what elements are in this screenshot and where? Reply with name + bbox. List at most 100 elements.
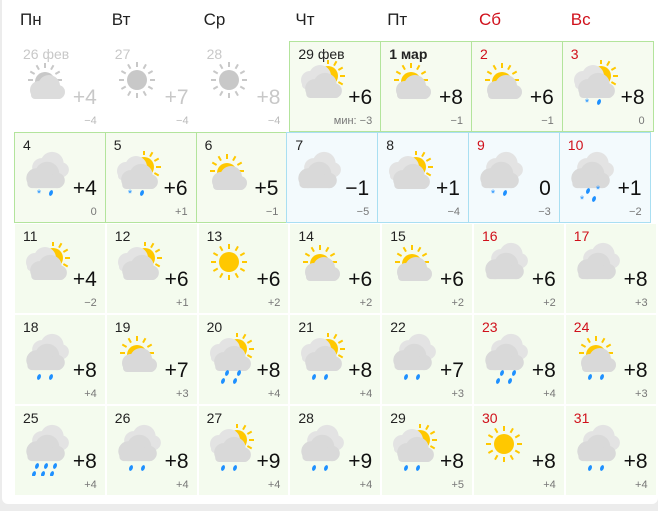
day-cell[interactable]: 2 +6 −1 — [470, 41, 563, 132]
night-temperature: +4 — [543, 479, 556, 491]
day-date: 4 — [23, 137, 31, 153]
day-date: 28 — [206, 46, 223, 62]
day-temperature: +4 — [72, 86, 97, 109]
day-cell[interactable]: 1 мар +8 −1 — [380, 41, 472, 132]
day-cell[interactable]: 22 +7 +3 — [381, 314, 473, 405]
day-cell[interactable]: 10 * * +1 −2 — [558, 132, 651, 223]
overcast-rain-weather-icon — [386, 333, 442, 385]
day-cell[interactable]: 17 +8 +3 — [564, 223, 657, 314]
day-cell[interactable]: 31 +8 +4 — [564, 405, 657, 496]
day-date: 27 — [114, 46, 131, 62]
day-temperature: +7 — [440, 359, 464, 382]
day-cell[interactable]: 29 +8 +5 — [381, 405, 473, 496]
sun-none-weather-icon — [111, 60, 167, 112]
day-date: 31 — [573, 410, 590, 426]
night-temperature: +2 — [451, 297, 464, 309]
day-temperature: +1 — [436, 177, 460, 200]
day-date: 29 — [390, 410, 406, 426]
day-temperature: +8 — [623, 268, 648, 291]
day-temperature: +4 — [72, 177, 97, 200]
day-temperature: +9 — [256, 450, 281, 473]
day-date: 21 — [298, 319, 314, 335]
day-cell[interactable]: 8 +1 −4 — [377, 132, 469, 223]
day-cell[interactable]: 12 +6 +1 — [105, 223, 198, 314]
svg-text:*: * — [596, 184, 601, 196]
svg-text:*: * — [585, 97, 590, 109]
day-cell[interactable]: 28 +9 +4 — [289, 405, 382, 496]
day-date: 24 — [573, 319, 590, 335]
day-temperature: +8 — [620, 86, 645, 109]
day-cell[interactable]: 6 +5 −1 — [195, 132, 288, 223]
day-cell[interactable]: 28 +8 −4 — [197, 41, 290, 132]
day-date: 29 фев — [298, 46, 345, 62]
night-temperature: +4 — [635, 479, 648, 491]
day-temperature: +6 — [529, 86, 554, 109]
day-date: 6 — [204, 137, 213, 153]
night-temperature: −1 — [541, 115, 554, 127]
night-temperature: −4 — [447, 206, 460, 218]
day-cell[interactable]: 27 +9 +4 — [197, 405, 290, 496]
day-date: 22 — [390, 319, 406, 335]
day-temperature: +1 — [617, 177, 642, 200]
day-cell[interactable]: 26 +8 +4 — [105, 405, 198, 496]
day-cell[interactable]: 27 +7 −4 — [105, 41, 198, 132]
night-temperature: +4 — [543, 388, 556, 400]
day-date: 9 — [476, 137, 485, 153]
cloudy-sun-none-weather-icon — [111, 241, 167, 294]
day-cell[interactable]: 30 +8 +4 — [472, 405, 565, 496]
day-cell[interactable]: 18 +8 +4 — [14, 314, 106, 405]
night-temperature: +3 — [635, 388, 648, 400]
day-cell[interactable]: 25 +8 +4 — [14, 405, 106, 496]
night-temperature: +4 — [176, 479, 189, 491]
calendar-grid: 26 фев +4 −4 27 +7 −4 28 +8 −4 29 фев +6 ми… — [14, 41, 657, 496]
sun-cloud-none-weather-icon — [386, 242, 442, 294]
sun-cloud-rain-weather-icon — [570, 333, 626, 385]
day-cell[interactable]: 11 +4 −2 — [14, 223, 106, 314]
day-temperature: +6 — [531, 268, 556, 291]
weekday-header: Вт — [111, 10, 131, 29]
day-date: 15 — [390, 228, 406, 244]
night-temperature: +4 — [267, 388, 281, 400]
calendar-week: 11 +4 −2 12 +6 +1 13 +6 +2 14 +6 +2 15 +6 +2… — [14, 223, 657, 314]
weekday-header: Вс — [570, 10, 591, 29]
svg-text:*: * — [37, 188, 42, 200]
day-cell[interactable]: 7 −1 −5 — [286, 132, 379, 223]
day-temperature: +9 — [348, 450, 373, 473]
day-cell[interactable]: 19 +7 +3 — [105, 314, 198, 405]
day-cell[interactable]: 13 +6 +2 — [197, 223, 290, 314]
day-cell[interactable]: 29 фев +6 мин: −3 — [289, 41, 382, 132]
day-date: 13 — [206, 228, 223, 244]
day-date: 23 — [481, 319, 498, 335]
day-date: 26 — [114, 410, 131, 426]
day-date: 5 — [113, 137, 122, 153]
night-temperature: мин: −3 — [333, 115, 373, 127]
day-cell[interactable]: 24 +8 +3 — [564, 314, 657, 405]
day-cell[interactable]: 16 +6 +2 — [472, 223, 565, 314]
svg-text:*: * — [128, 188, 133, 200]
night-temperature: −4 — [267, 115, 281, 127]
weekday-header: Чт — [295, 10, 315, 29]
day-cell[interactable]: 4 * +4 0 — [14, 132, 106, 223]
day-cell[interactable]: 21 +8 +4 — [289, 314, 382, 405]
cloudy-sun-none-weather-icon — [19, 241, 75, 294]
day-cell[interactable]: 3 * +8 0 — [561, 41, 654, 132]
day-temperature: +8 — [256, 359, 281, 382]
night-temperature: −2 — [629, 206, 642, 218]
day-cell[interactable]: 15 +6 +2 — [381, 223, 473, 314]
day-temperature: +8 — [256, 86, 281, 109]
day-cell[interactable]: 23 +8 +4 — [472, 314, 565, 405]
cloudy-sun-rain-weather-icon — [203, 423, 259, 476]
svg-text:*: * — [491, 188, 496, 200]
overcast-none-weather-icon — [478, 242, 534, 294]
day-cell[interactable]: 9 * 0 −3 — [467, 132, 560, 223]
day-temperature: +6 — [348, 268, 373, 291]
night-temperature: +2 — [359, 297, 373, 309]
day-date: 27 — [206, 410, 223, 426]
sun-cloud-none-weather-icon — [476, 60, 532, 112]
day-cell[interactable]: 20 +8 +4 — [197, 314, 290, 405]
night-temperature: +2 — [543, 297, 556, 309]
cloudy-sun-none-weather-icon — [294, 59, 350, 112]
day-cell[interactable]: 26 фев +4 −4 — [14, 41, 106, 132]
day-cell[interactable]: 14 +6 +2 — [289, 223, 382, 314]
day-cell[interactable]: 5 * +6 +1 — [104, 132, 197, 223]
